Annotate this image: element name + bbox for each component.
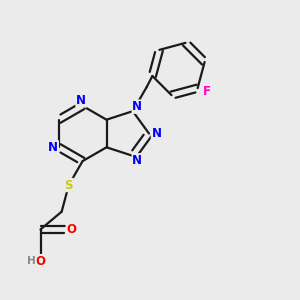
Text: N: N xyxy=(48,141,58,154)
Text: F: F xyxy=(202,85,211,98)
Text: O: O xyxy=(35,255,46,268)
Text: H: H xyxy=(27,256,36,266)
Text: N: N xyxy=(152,127,161,140)
Text: N: N xyxy=(132,100,142,113)
Text: N: N xyxy=(132,154,142,167)
Text: S: S xyxy=(64,178,73,191)
Text: O: O xyxy=(66,223,76,236)
Text: N: N xyxy=(76,94,86,107)
